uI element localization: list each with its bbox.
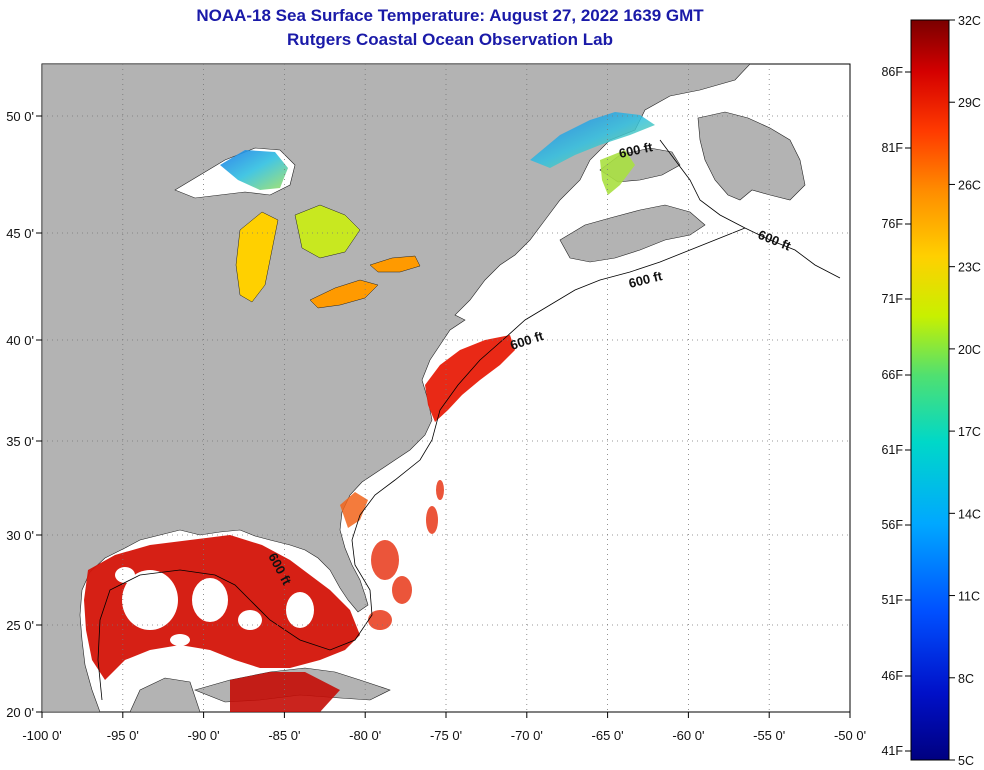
lon-label: -70 0' [511,728,543,743]
colorbar-fahrenheit-label: 86F [881,65,903,79]
colorbar-celsius-label: 17C [958,425,981,439]
carolina-sst [340,492,368,528]
colorbar-celsius-label: 11C [958,590,980,604]
lat-label: 45 0' [6,226,34,241]
colorbar-celsius-label: 20C [958,343,981,357]
lon-label: -90 0' [188,728,220,743]
lon-label: -100 0' [22,728,61,743]
colorbar-fahrenheit-label: 66F [881,368,903,382]
colorbar-fahrenheit-label: 51F [881,593,903,607]
lon-label: -60 0' [672,728,704,743]
colorbar-celsius-label: 26C [958,178,981,192]
land-newfoundland [697,111,806,201]
graticule [42,64,850,712]
gulf-st-lawrence-sst [600,150,635,195]
land-yucatan [129,677,201,712]
st-lawrence-sst [530,112,655,168]
land-nova-scotia [559,204,706,263]
lon-label: -55 0' [753,728,785,743]
lon-label: -50 0' [834,728,866,743]
great-lakes [174,147,421,309]
colorbar-fahrenheit-label: 81F [881,141,903,155]
colorbar-celsius-label: 32C [958,14,981,28]
colorbar-celsius-label: 8C [958,672,974,686]
latitude-labels: 50 0' 45 0' 40 0' 35 0' 30 0' 25 0' 20 0' [6,109,42,720]
lon-label: -85 0' [268,728,300,743]
lon-label: -65 0' [592,728,624,743]
lat-label: 20 0' [6,705,34,720]
colorbar-fahrenheit-label: 46F [881,669,903,683]
lon-label: -80 0' [349,728,381,743]
colorbar-gradient [910,19,950,761]
land-north-america [42,64,751,712]
lat-label: 30 0' [6,528,34,543]
lat-label: 40 0' [6,333,34,348]
lat-label: 50 0' [6,109,34,124]
map-subtitle: Rutgers Coastal Ocean Observation Lab [287,30,613,49]
lat-label: 35 0' [6,434,34,449]
depth-contour-600ft [97,139,841,701]
map-title: NOAA-18 Sea Surface Temperature: August … [196,6,704,25]
lon-label: -95 0' [107,728,139,743]
lon-label: -75 0' [430,728,462,743]
colorbar-celsius-label: 5C [958,754,974,768]
bahamas-sst [368,480,444,630]
colorbar-celsius-label: 14C [958,507,981,521]
colorbar-fahrenheit-label: 71F [881,292,903,306]
colorbar-fahrenheit-label: 41F [881,744,903,758]
lat-label: 25 0' [6,618,34,633]
colorbar-celsius-label: 29C [958,96,981,110]
longitude-labels: -100 0' -95 0' -90 0' -85 0' -80 0' -75 0' -70… [22,712,866,743]
contour-label: 600 ft [618,139,655,161]
colorbar-fahrenheit-label: 56F [881,518,903,532]
colorbar-celsius-label: 23C [958,261,981,275]
colorbar: 32C 29C 26C 23C 20C 17C 14C 11C 8C 5C 86F 81F 76F 71… [881,14,980,768]
colorbar-fahrenheit-label: 76F [881,217,903,231]
colorbar-fahrenheit-label: 61F [881,443,903,457]
gulf-of-mexico-sst [84,535,360,712]
